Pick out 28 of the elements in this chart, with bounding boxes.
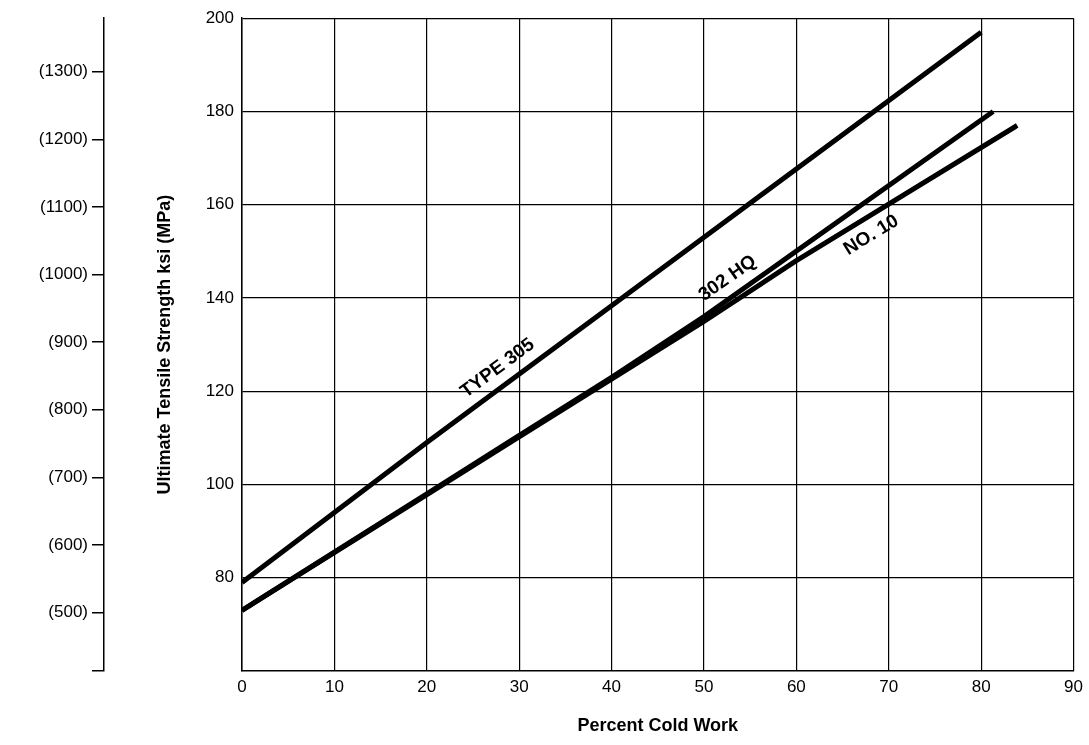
y-axis-title: Ultimate Tensile Strength ksi (MPa) bbox=[153, 194, 174, 495]
y-tick-label: 140 bbox=[205, 287, 234, 307]
y2-tick-label: (1300) bbox=[38, 61, 88, 81]
y2-tick-label: (800) bbox=[48, 399, 88, 419]
y-tick-label: 120 bbox=[205, 380, 234, 400]
y2-tick-label: (1000) bbox=[38, 264, 88, 284]
x-tick-label: 90 bbox=[1064, 676, 1084, 696]
x-tick-label: 20 bbox=[417, 676, 437, 696]
x-tick-label: 70 bbox=[879, 676, 899, 696]
y2-tick-label: (1100) bbox=[40, 196, 88, 216]
y-tick-label: 200 bbox=[205, 7, 234, 27]
x-axis-title: Percent Cold Work bbox=[577, 715, 740, 736]
y2-tick-label: (600) bbox=[48, 534, 88, 554]
x-tick-label: 0 bbox=[237, 676, 247, 696]
x-tick-label: 30 bbox=[509, 676, 529, 696]
y-tick-label: 180 bbox=[205, 101, 234, 121]
y-tick-label: 100 bbox=[205, 474, 234, 494]
x-tick-label: 80 bbox=[971, 676, 991, 696]
y-tick-label: 80 bbox=[215, 567, 234, 587]
y2-tick-label: (1200) bbox=[38, 128, 88, 148]
y-tick-label: 160 bbox=[205, 194, 234, 214]
y2-tick-label: (500) bbox=[48, 602, 88, 622]
x-tick-label: 10 bbox=[324, 676, 344, 696]
y2-tick-label: (700) bbox=[48, 467, 88, 487]
y2-tick-label: (900) bbox=[48, 331, 88, 351]
x-tick-label: 60 bbox=[786, 676, 806, 696]
x-tick-label: 50 bbox=[694, 676, 714, 696]
x-tick-label: 40 bbox=[602, 676, 622, 696]
